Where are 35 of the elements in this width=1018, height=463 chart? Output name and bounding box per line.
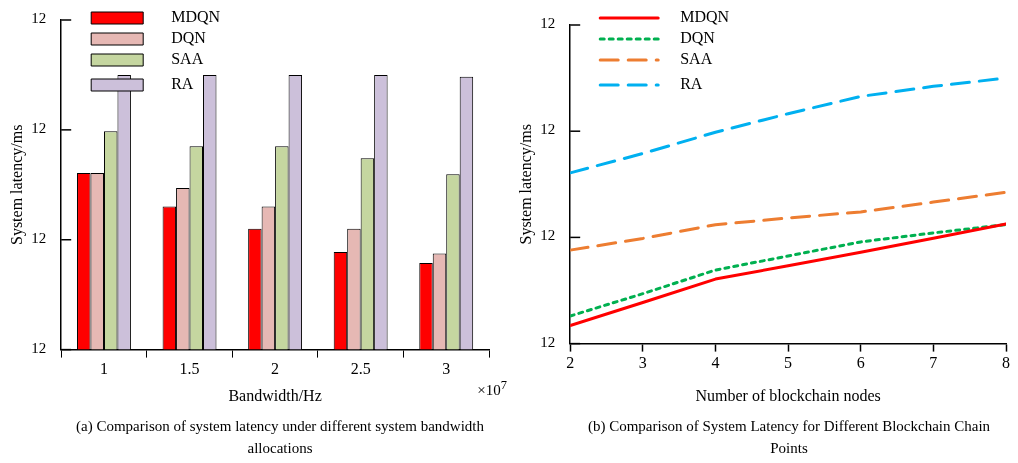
x-tick-label: 6 [856, 354, 865, 372]
x-tick-label: 4 [711, 354, 720, 372]
text: 12 [31, 10, 47, 27]
x-tick-label: 3 [442, 360, 451, 378]
text: (b) Comparison of System Latency for Different Blockchain Chain Points [586, 417, 992, 458]
legend-label: MDQN [171, 8, 221, 26]
legend-label: RA [171, 75, 194, 93]
legend-label: DQN [171, 29, 207, 47]
text: 12 [540, 15, 556, 32]
x-axis-title: Bandwidth/Hz [228, 386, 322, 404]
x-tick-label: 3 [638, 354, 647, 372]
x-tick-label: 2 [271, 360, 280, 378]
x-tick-label: 5 [784, 354, 793, 372]
text: 12 [31, 229, 47, 247]
x-tick-label: 2 [566, 354, 575, 372]
legend-label: MDQN [680, 8, 730, 26]
y-axis-title: System latency/ms [7, 124, 26, 246]
x-tick-label: 1.5 [179, 360, 200, 378]
y-axis-title: System latency/ms [516, 124, 535, 245]
text: (a) Comparison of system latency under different system bandwidth allocations [75, 417, 485, 458]
x-tick-label: 2.5 [350, 360, 371, 378]
x-tick-label: 7 [929, 354, 938, 372]
text: 12 [31, 119, 47, 137]
x-tick-label: 1 [99, 360, 108, 378]
text: 12 [540, 121, 556, 139]
text: ×10$^{7}$ [477, 378, 507, 399]
x-tick-label: 8 [1002, 354, 1010, 372]
legend-label: SAA [171, 50, 204, 68]
legend-label: RA [680, 75, 703, 93]
x-axis-title: Number of blockchain nodes [695, 386, 881, 404]
text: 12 [31, 339, 47, 357]
legend-label: SAA [680, 50, 713, 68]
text: 12 [540, 333, 556, 351]
legend-label: DQN [680, 29, 716, 47]
text: 12 [540, 227, 556, 245]
